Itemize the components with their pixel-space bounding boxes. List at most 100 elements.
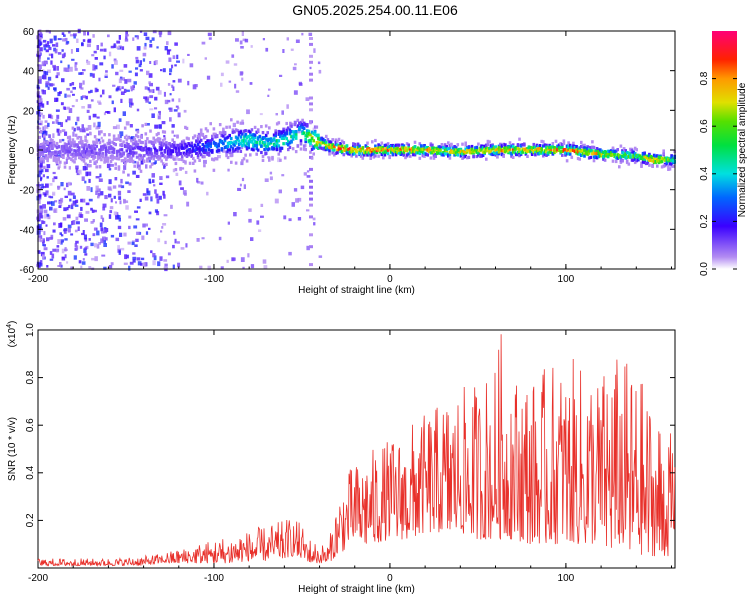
spectrogram-ridge-cell (587, 145, 591, 150)
spectrogram-noise-cell (98, 77, 101, 82)
spectrogram-ridge-cell (643, 155, 646, 159)
spectrogram-ridge-cell (268, 158, 271, 162)
spectrogram-ridge-cell (158, 146, 162, 150)
spectrogram-ridge-cell (641, 154, 645, 158)
spectrogram-ridge-cell (409, 154, 412, 158)
spectrogram-ridge-cell (136, 130, 140, 134)
spectrogram-noise-cell (37, 95, 41, 98)
spectrogram-ridge-cell (271, 157, 274, 161)
spectrogram-ridge-cell (363, 153, 366, 157)
spectrogram-noise-cell (83, 234, 87, 240)
spectrogram-ridge-cell (266, 148, 269, 152)
spectrogram-ridge-cell (418, 142, 422, 146)
spectrogram-ridge-cell (633, 160, 637, 165)
spectrogram-noise-cell (135, 56, 139, 60)
spectrogram-noise-cell (156, 46, 159, 49)
spectrogram-ridge-cell (622, 154, 626, 158)
spectrogram-noise-cell (114, 60, 118, 65)
spectrogram-noise-cell (126, 89, 130, 92)
snr-x-tick-label: 100 (558, 573, 575, 584)
spectrogram-noise-cell (92, 34, 95, 38)
spectrogram-noise-cell (88, 115, 91, 120)
spectrogram-ridge-cell (385, 150, 388, 154)
spectrogram-noise-cell (149, 108, 154, 111)
spectrogram-ridge-cell (222, 134, 225, 138)
spectrogram-ridge-cell (307, 129, 311, 133)
spectrogram-ridge-cell (497, 146, 501, 150)
spectrogram-noise-cell (94, 209, 97, 213)
spectrogram-ridge-cell (139, 157, 143, 161)
spectrogram-ridge-cell (565, 152, 569, 156)
spectrogram-ridge-cell (226, 144, 230, 148)
spectrogram-ridge-cell (576, 150, 580, 154)
spectrogram-ridge-cell (85, 156, 89, 160)
spectrogram-x-tick-label: 100 (558, 274, 575, 285)
spectrogram-ridge-cell (245, 159, 249, 163)
spectrogram-ridge-cell (57, 166, 60, 170)
spectrogram-noise-cell (100, 227, 104, 232)
spectrogram-ridge-cell (141, 141, 144, 145)
spectrogram-ridge-cell (131, 147, 135, 151)
spectrogram-ridge-cell (350, 148, 353, 152)
spectrogram-ridge-cell (70, 148, 73, 152)
spectrogram-ridge-cell (245, 136, 249, 140)
spectrogram-noise-cell (169, 93, 172, 96)
spectrogram-ridge-cell (499, 146, 502, 150)
spectrogram-ridge-cell (70, 144, 73, 148)
spectrogram-ridge-cell (421, 152, 425, 156)
spectrogram-ridge-cell (279, 149, 282, 153)
spectrogram-noise-cell (95, 127, 99, 130)
spectrogram-noise-cell (103, 112, 106, 116)
spectrogram-noise-cell (42, 159, 45, 164)
spectrogram-noise-cell (172, 55, 176, 59)
spectrogram-ridge-cell (551, 152, 555, 156)
spectrogram-noise-cell (82, 127, 86, 133)
spectrogram-noise-cell (313, 48, 316, 53)
spectrogram-noise-cell (222, 147, 225, 153)
spectrogram-ridge-cell (239, 130, 243, 135)
spectrogram-ridge-cell (367, 148, 371, 152)
spectrogram-noise-cell (286, 104, 289, 109)
spectrogram-ridge-cell (504, 146, 507, 150)
spectrogram-ridge-cell (222, 130, 225, 135)
spectrogram-ridge-cell (212, 141, 216, 145)
spectrogram-ridge-cell (122, 140, 125, 144)
spectrogram-noise-cell (71, 203, 75, 206)
spectrogram-ridge-cell (657, 159, 661, 163)
spectrogram-noise-cell (154, 124, 159, 129)
spectrogram-noise-cell (165, 175, 170, 179)
spectrogram-ridge-cell (173, 157, 176, 161)
spectrogram-ridge-cell (244, 144, 247, 148)
spectrogram-ridge-cell (326, 144, 330, 148)
spectrogram-ridge-cell (144, 144, 148, 148)
spectrogram-ridge-cell (451, 150, 455, 154)
spectrogram-ridge-cell (529, 145, 532, 150)
spectrogram-ridge-cell (245, 142, 249, 146)
spectrogram-noise-cell (47, 86, 50, 90)
spectrogram-ridge-cell (587, 149, 591, 153)
spectrogram-noise-cell (126, 254, 129, 259)
spectrogram-ridge-cell (605, 151, 608, 155)
spectrogram-ridge-cell (104, 154, 108, 158)
spectrogram-noise-cell (146, 70, 150, 76)
spectrogram-ridge-cell (361, 146, 365, 150)
spectrogram-ridge-cell (85, 127, 89, 131)
spectrogram-ridge-cell (128, 146, 132, 150)
spectrogram-noise-cell (37, 98, 40, 101)
spectrogram-ridge-cell (621, 154, 624, 158)
spectrogram-noise-cell (201, 41, 206, 45)
spectrogram-noise-cell (166, 99, 171, 103)
spectrogram-ridge-cell (591, 145, 594, 149)
spectrogram-ridge-cell (635, 155, 638, 159)
spectrogram-noise-cell (78, 260, 82, 264)
spectrogram-noise-cell (105, 70, 108, 73)
spectrogram-noise-cell (53, 208, 58, 213)
spectrogram-noise-cell (183, 109, 187, 113)
spectrogram-noise-cell (47, 122, 50, 127)
spectrogram-noise-cell (294, 63, 297, 66)
spectrogram-ridge-cell (150, 162, 154, 166)
spectrogram-noise-cell (57, 239, 62, 244)
spectrogram-ridge-cell (600, 153, 604, 157)
spectrogram-ridge-cell (473, 148, 477, 152)
spectrogram-ridge-cell (453, 145, 456, 149)
